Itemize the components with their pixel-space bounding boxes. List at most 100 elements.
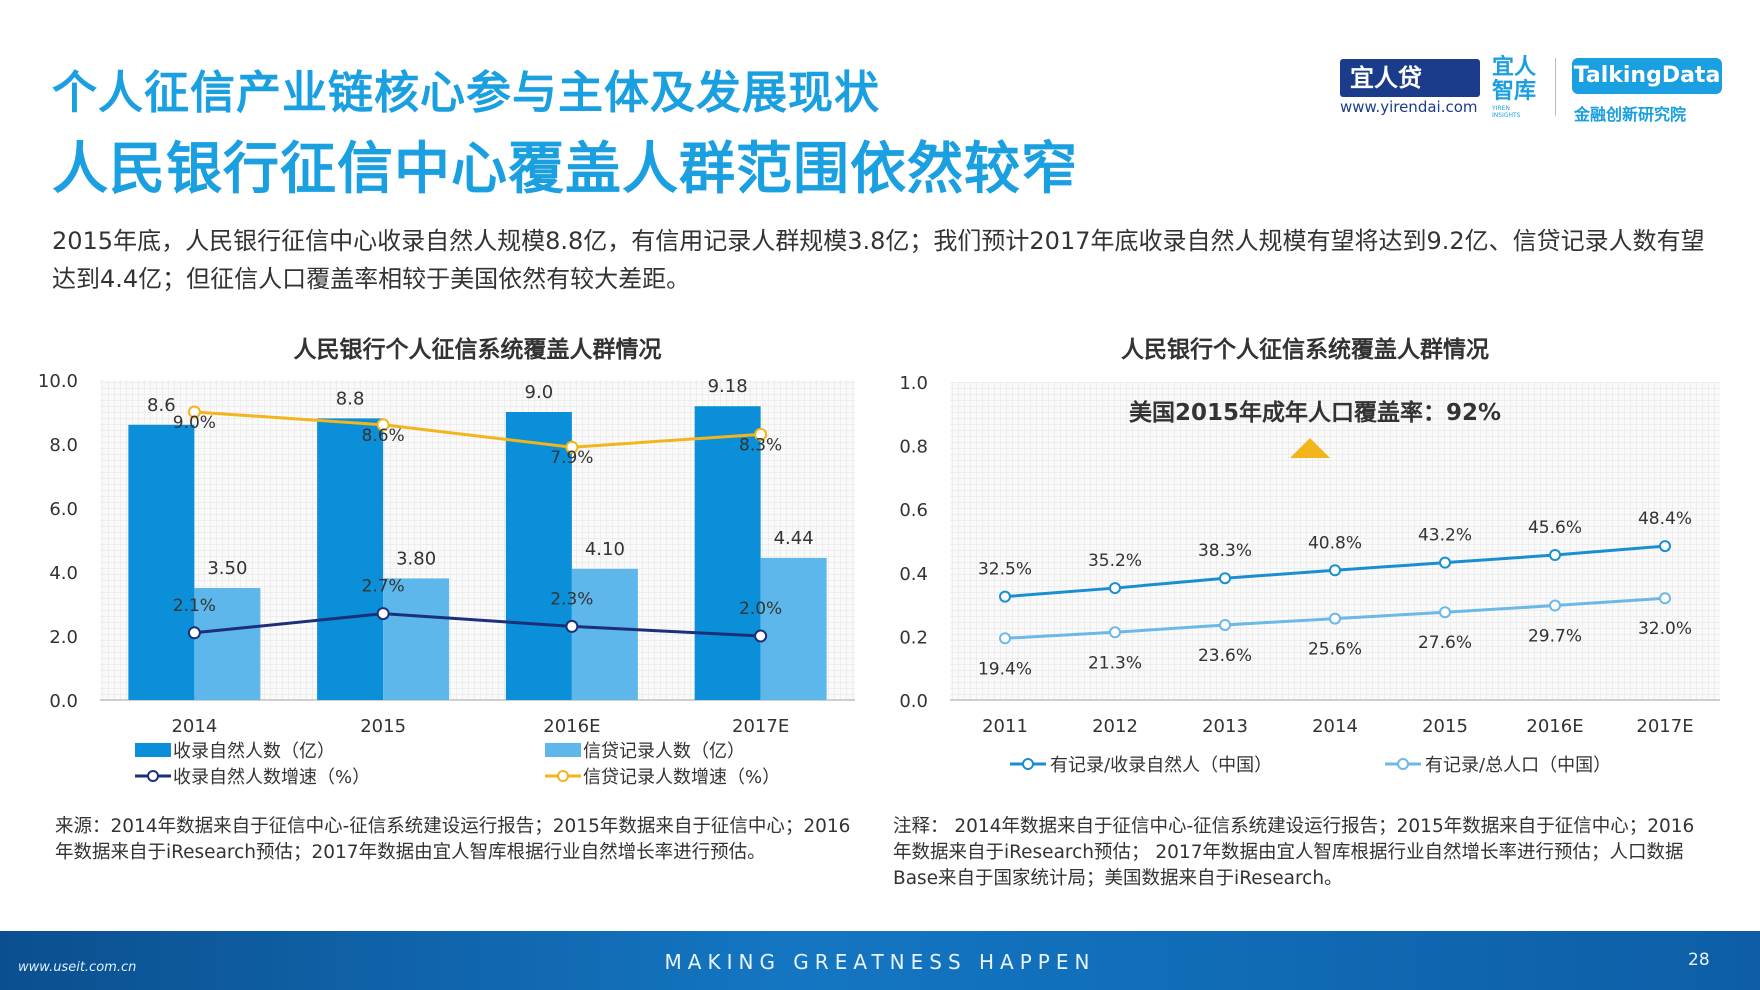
bar [694, 406, 761, 700]
line-point [999, 632, 1011, 645]
line-point [1549, 599, 1561, 612]
legend-label: 信贷记录人数增速（%） [583, 767, 780, 788]
x-tick-label: 2012 [1092, 716, 1138, 737]
footer-bar [0, 931, 1760, 990]
bar-value-label: 9.0 [525, 382, 554, 403]
line-value-label: 38.3% [1198, 541, 1252, 561]
line-point [1219, 618, 1231, 631]
right-source-note: 注释： 2014年数据来自于征信中心-征信系统建设运行报告；2015年数据来自于… [893, 816, 1695, 889]
legend-marker [147, 770, 159, 782]
bar-value-label: 4.44 [774, 528, 814, 549]
y-tick-label: 0.0 [49, 691, 78, 712]
y-tick-label: 0.8 [899, 437, 928, 458]
talkingdata-logo: TalkingData [1572, 58, 1722, 94]
line-value-label: 48.4% [1638, 509, 1692, 529]
line-point [1659, 592, 1671, 605]
x-tick-label: 2016E [1526, 716, 1583, 737]
annotation-arrow [1290, 438, 1330, 458]
line-value-label: 8.3% [739, 435, 782, 455]
line-point [1659, 540, 1671, 553]
yirendai-logo: 宜人贷 [1340, 59, 1480, 97]
footer-slogan: MAKING GREATNESS HAPPEN [664, 950, 1096, 974]
legend-label: 有记录/收录自然人（中国） [1050, 755, 1272, 776]
line-value-label: 2.1% [173, 596, 216, 616]
line-value-label: 27.6% [1418, 633, 1472, 653]
x-tick-label: 2016E [543, 716, 600, 737]
line-point [1109, 582, 1121, 595]
left-source-note: 来源：2014年数据来自于征信中心-征信系统建设运行报告；2015年数据来自于征… [55, 816, 851, 863]
bar-value-label: 3.80 [396, 548, 436, 569]
footer-site: www.useit.com.cn [18, 960, 137, 975]
y-tick-label: 0.6 [899, 500, 928, 521]
legend-label: 有记录/总人口（中国） [1425, 755, 1611, 776]
left-chart: 0.0 2.0 4.0 6.0 8.0 10.0 2014 2015 2016E 2017E 8.6… [38, 371, 855, 788]
x-tick-label: 2013 [1202, 716, 1248, 737]
x-tick-label: 2014 [171, 716, 217, 737]
bar-value-label: 4.10 [585, 539, 625, 560]
line-value-label: 8.6% [362, 426, 405, 446]
line-value-label: 40.8% [1308, 533, 1362, 553]
y-tick-label: 10.0 [38, 371, 78, 392]
legend-swatch [135, 743, 171, 757]
line-point [1329, 564, 1341, 577]
bar [128, 424, 195, 700]
series-line [194, 612, 761, 638]
line-value-label: 2.3% [550, 589, 593, 609]
line-point [1219, 572, 1231, 585]
line-point [187, 626, 201, 640]
line-point [1109, 626, 1121, 639]
slide-title: 人民银行征信中心覆盖人群范围依然较窄 [52, 137, 1078, 202]
line-value-label: 32.5% [978, 560, 1032, 580]
bar [383, 578, 450, 700]
x-tick-label: 2017E [1636, 716, 1693, 737]
bar-value-label: 8.8 [336, 388, 365, 409]
x-tick-label: 2017E [732, 716, 789, 737]
annotation-text: 美国2015年成年人口覆盖率：92% [1129, 399, 1501, 426]
series-line [194, 410, 761, 449]
line-value-label: 19.4% [978, 659, 1032, 679]
legend-label: 信贷记录人数（亿） [583, 741, 745, 762]
legend-label: 收录自然人数增速（%） [173, 767, 370, 788]
bar-value-label: 3.50 [207, 558, 247, 579]
y-tick-label: 4.0 [49, 563, 78, 584]
line-point [754, 427, 768, 441]
x-tick-label: 2011 [982, 716, 1028, 737]
line-value-label: 35.2% [1088, 551, 1142, 571]
yirendai-url: www.yirendai.com [1340, 98, 1478, 116]
line-point [187, 405, 201, 419]
zhiku-logo: 宜人智库 [1492, 55, 1537, 104]
left-chart-title: 人民银行个人征信系统覆盖人群情况 [293, 337, 662, 363]
line-value-label: 21.3% [1088, 653, 1142, 673]
y-tick-label: 0.4 [899, 564, 928, 585]
y-tick-label: 2.0 [49, 627, 78, 648]
bar [194, 588, 261, 700]
legend-marker [1022, 758, 1034, 770]
legend-marker [1397, 758, 1409, 770]
plot-grid [950, 382, 1720, 700]
zhiku-logo-sub: YIREN INSIGHTS [1492, 105, 1521, 119]
line-point [1439, 556, 1451, 569]
line-point [565, 440, 579, 454]
line-point [754, 629, 768, 643]
right-chart-title: 人民银行个人征信系统覆盖人群情况 [1121, 337, 1489, 363]
legend-marker [557, 770, 569, 782]
bar [317, 418, 384, 700]
line-value-label: 2.0% [739, 599, 782, 619]
line-value-label: 2.7% [362, 577, 405, 597]
y-tick-label: 0.2 [899, 627, 928, 648]
intro-paragraph: 2015年底，人民银行征信中心收录自然人规模8.8亿，有信用记录人群规模3.8亿… [52, 227, 1705, 293]
bar [505, 412, 572, 700]
line-point [565, 619, 579, 633]
legend-label: 收录自然人数（亿） [173, 741, 335, 762]
line-point [999, 590, 1011, 603]
legend-swatch [545, 743, 581, 757]
x-tick-label: 2015 [360, 716, 406, 737]
line-point [1549, 548, 1561, 561]
bar-value-label: 8.6 [147, 395, 176, 416]
line-value-label: 9.0% [173, 413, 216, 433]
line-value-label: 7.9% [550, 448, 593, 468]
line-point [1329, 612, 1341, 625]
slide-subtitle: 个人征信产业链核心参与主体及发展现状 [52, 66, 881, 119]
bar [571, 568, 638, 700]
x-tick-label: 2014 [1312, 716, 1358, 737]
